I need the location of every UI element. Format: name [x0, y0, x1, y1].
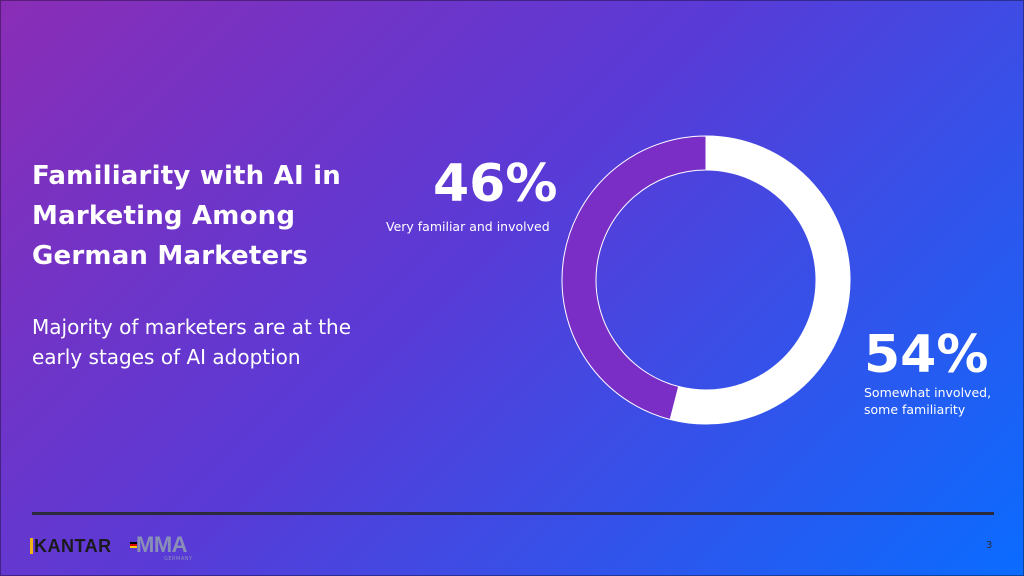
footer-divider	[32, 512, 994, 515]
kantar-logo-text: KANTAR	[34, 536, 112, 556]
percentage-54: 54%	[864, 325, 989, 385]
page-number: 3	[986, 540, 993, 551]
slide-subtitle: Majority of marketers are at the early s…	[32, 315, 352, 369]
mma-logo: MMA GERMANY	[130, 532, 202, 564]
kantar-logo: KANTAR	[30, 536, 112, 557]
mma-logo-subtext: GERMANY	[164, 556, 193, 562]
donut-slice-54	[669, 135, 851, 425]
slide-title: Familiarity with AI in Marketing Among G…	[32, 161, 341, 271]
percentage-46: 46%	[433, 154, 558, 214]
label-somewhat-involved: Somewhat involved, some familiarity	[864, 385, 992, 417]
label-very-familiar: Very familiar and involved	[386, 219, 550, 234]
german-flag-icon	[130, 542, 137, 548]
kantar-logo-bar-icon	[30, 538, 33, 554]
mma-logo-text: MMA	[136, 532, 188, 557]
donut-slice-46	[561, 135, 707, 421]
